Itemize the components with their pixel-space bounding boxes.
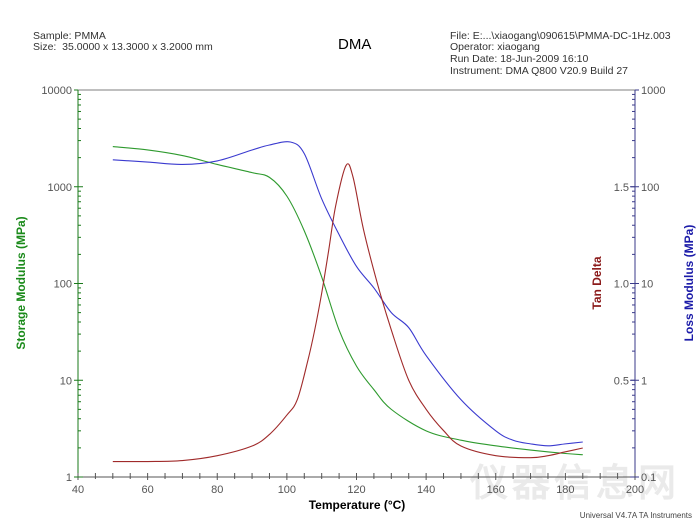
x-tick-label: 160	[487, 484, 505, 496]
chart-title: DMA	[338, 36, 372, 53]
x-tick-label: 40	[72, 484, 84, 496]
watermark: 仪器信息网	[470, 463, 681, 505]
y-left-tick-label: 1	[66, 472, 72, 484]
y-left-tick-label: 100	[54, 279, 72, 291]
y-axis-loss-label: Loss Modulus (MPa)	[682, 224, 696, 342]
x-tick-label: 140	[417, 484, 435, 496]
y-loss-tick-label: 1	[641, 375, 647, 387]
operator-label: Operator: xiaogang	[450, 41, 540, 53]
y-left-tick-label: 10	[60, 375, 72, 387]
sample-label: Sample: PMMA	[33, 30, 106, 42]
y-tan-tick-label: 0.5	[614, 375, 629, 387]
tan-delta-curve	[112, 163, 583, 463]
x-tick-label: 60	[142, 484, 154, 496]
y-tan-tick-label: 1.5	[614, 182, 629, 194]
y-loss-tick-label: 0.1	[641, 472, 656, 484]
x-tick-label: 80	[211, 484, 223, 496]
x-tick-label: 120	[347, 484, 365, 496]
file-label: File: E:...\xiaogang\090615\PMMA-DC-1Hz.…	[450, 30, 671, 42]
x-tick-label: 180	[556, 484, 574, 496]
y-loss-tick-label: 10	[641, 279, 653, 291]
y-loss-tick-label: 100	[641, 182, 659, 194]
x-tick-label: 200	[626, 484, 644, 496]
loss-modulus-curve	[112, 141, 583, 447]
y-axis-left-label: Storage Modulus (MPa)	[14, 216, 28, 350]
run-date-label: Run Date: 18-Jun-2009 16:10	[450, 53, 589, 65]
y-left-tick-label: 1000	[48, 182, 72, 194]
size-label: Size: 35.0000 x 13.3000 x 3.2000 mm	[33, 41, 213, 53]
y-axis-tan-label: Tan Delta	[590, 256, 604, 310]
y-loss-tick-label: 1000	[641, 85, 665, 97]
x-axis-label: Temperature (°C)	[308, 498, 406, 512]
y-tan-tick-label: 1.0	[614, 279, 629, 291]
x-tick-label: 100	[278, 484, 296, 496]
instrument-label: Instrument: DMA Q800 V20.9 Build 27	[450, 65, 629, 77]
software-footer: Universal V4.7A TA Instruments	[579, 511, 692, 520]
storage-modulus-curve	[112, 146, 583, 456]
y-left-tick-label: 10000	[41, 85, 72, 97]
